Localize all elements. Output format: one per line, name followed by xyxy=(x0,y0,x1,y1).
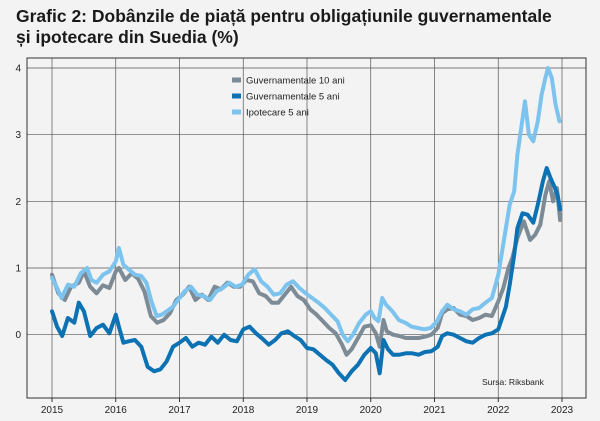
y-tick-label: 2 xyxy=(15,197,21,208)
series-line-3 xyxy=(50,66,562,344)
y-tick-label: 3 xyxy=(15,130,21,141)
x-tick-label: 2016 xyxy=(105,405,128,416)
y-tick-label: 0 xyxy=(15,330,21,341)
y-tick-label: 4 xyxy=(15,64,21,75)
x-tick-label: 2019 xyxy=(296,405,319,416)
x-axis-ticks: 2015 2016 2017 2018 2019 2020 2021 2022 2023 xyxy=(41,398,574,416)
y-axis-ticks: 0 1 2 3 4 xyxy=(15,64,21,342)
y-tick-label: 1 xyxy=(15,264,21,275)
legend-label: Guvernamentale 5 ani xyxy=(246,92,339,103)
x-tick-label: 2022 xyxy=(487,405,510,416)
chart-title-line-1: Grafic 2: Dobânzile de piață pentru obli… xyxy=(16,6,552,26)
series-line-2 xyxy=(50,166,563,382)
source-note: Sursa: Riksbank xyxy=(482,377,545,387)
legend: Guvernamentale 10 ani Guvernamentale 5 an… xyxy=(232,76,345,119)
legend-label: Ipotecare 5 ani xyxy=(246,108,309,119)
legend-label: Guvernamentale 10 ani xyxy=(246,76,345,87)
chart-title: Grafic 2: Dobânzile de piață pentru obli… xyxy=(16,6,586,48)
x-tick-label: 2021 xyxy=(423,405,446,416)
x-tick-label: 2018 xyxy=(232,405,255,416)
series-line-1 xyxy=(50,179,563,357)
series-lines xyxy=(50,66,563,382)
x-tick-label: 2015 xyxy=(41,405,64,416)
x-tick-label: 2020 xyxy=(360,405,383,416)
chart-title-line-2: și ipotecare din Suedia (%) xyxy=(16,27,239,47)
x-tick-label: 2023 xyxy=(551,405,574,416)
x-tick-label: 2017 xyxy=(168,405,191,416)
